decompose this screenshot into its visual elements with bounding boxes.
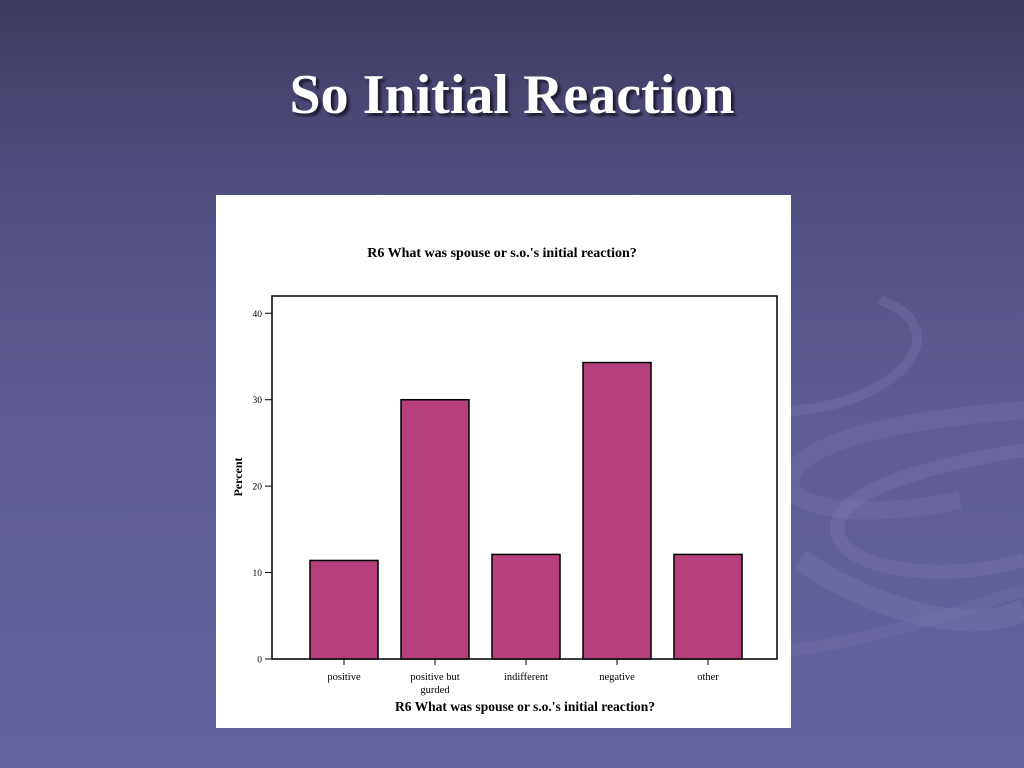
chart-title: R6 What was spouse or s.o.'s initial rea…: [367, 246, 637, 261]
bar-2: [400, 398, 470, 660]
y-tick-label: 20: [253, 483, 263, 493]
bar-chart: R6 What was spouse or s.o.'s initial rea…: [231, 246, 778, 714]
x-tick-label: positive but: [410, 672, 459, 683]
x-tick-label: other: [697, 672, 719, 683]
x-axis: positive positive but gurded indifferent neg…: [327, 659, 719, 696]
x-tick-label: indifferent: [504, 672, 548, 683]
chart-panel: R6 What was spouse or s.o.'s initial rea…: [216, 195, 791, 728]
y-axis: 0 10 20 30 40: [253, 310, 272, 666]
x-tick-label: negative: [599, 672, 635, 683]
x-tick-label: positive: [327, 672, 361, 683]
bar-3: [491, 553, 561, 660]
x-axis-label: R6 What was spouse or s.o.'s initial rea…: [395, 699, 655, 714]
y-tick-label: 0: [257, 656, 262, 666]
bar-4: [582, 361, 652, 660]
bars: [309, 361, 743, 660]
y-tick-label: 30: [253, 396, 263, 406]
bar-1: [309, 559, 379, 660]
slide-title: So Initial Reaction: [289, 64, 735, 126]
y-axis-label: Percent: [231, 457, 245, 496]
y-tick-label: 40: [253, 310, 263, 320]
y-tick-label: 10: [253, 569, 263, 579]
x-tick-label: gurded: [420, 685, 450, 696]
bar-5: [673, 553, 743, 660]
